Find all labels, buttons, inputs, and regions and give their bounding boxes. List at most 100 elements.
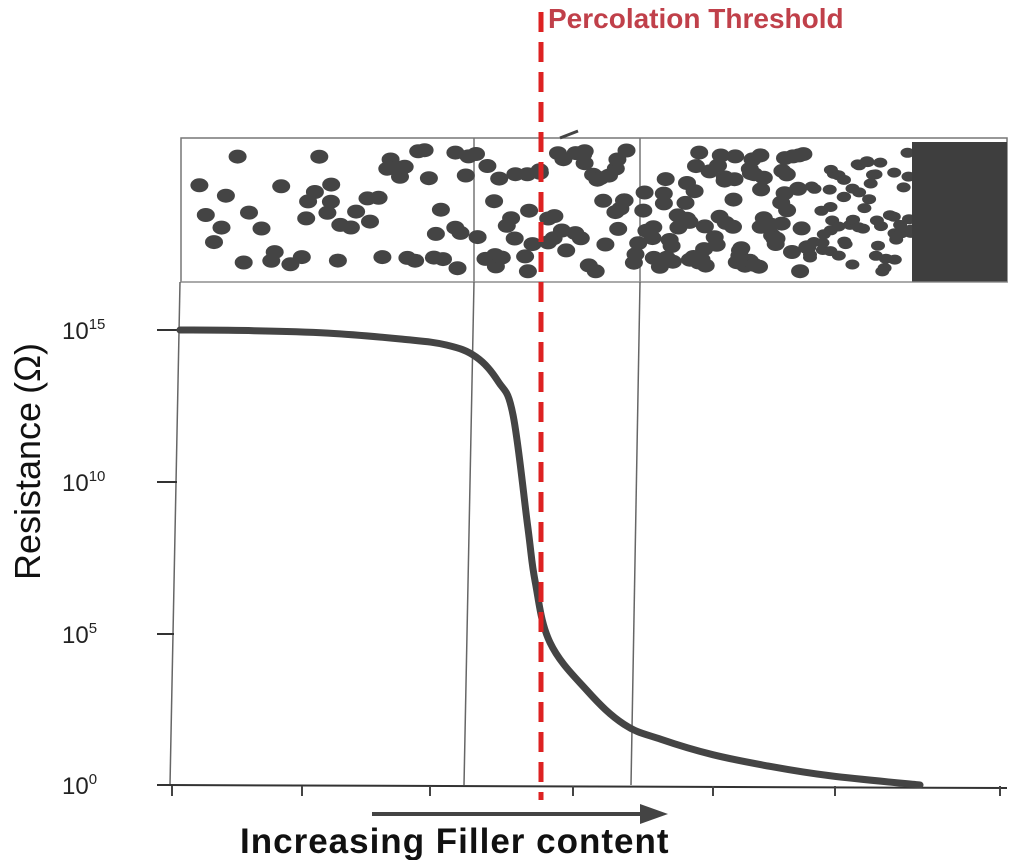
filler-particle [862, 194, 877, 205]
filler-particle [497, 218, 516, 233]
filler-particle [419, 171, 438, 186]
filler-particle [726, 149, 745, 164]
filler-particle [373, 250, 392, 265]
filler-particle [856, 223, 870, 234]
y-axis-title: Resistance (Ω) [7, 343, 48, 580]
filler-particle [321, 194, 340, 209]
y-tick-label-0: 100 [62, 771, 97, 800]
filler-particle [305, 185, 324, 199]
arrow-head-icon [640, 804, 668, 824]
filler-particle [361, 214, 379, 229]
filler-particle [882, 210, 897, 221]
filler-particle [310, 149, 329, 164]
y-tick-base: 10 [62, 773, 89, 800]
filler-particle [794, 147, 813, 162]
filler-particle [751, 148, 770, 163]
filler-particle [635, 185, 654, 200]
y-axis-title-text: Resistance [7, 402, 48, 580]
filler-particle [406, 253, 425, 268]
filler-particle [887, 167, 902, 178]
filler-particle [654, 186, 673, 201]
filler-particle [831, 221, 846, 232]
region-boundary-right [630, 281, 641, 786]
x-axis-title: Increasing Filler content [240, 822, 670, 860]
filler-particle [803, 252, 817, 263]
filler-particle [783, 245, 801, 259]
filler-particle [900, 147, 915, 158]
filler-particle [448, 261, 467, 276]
filler-particle [347, 204, 366, 219]
filler-particle [328, 253, 347, 268]
filler-particle [545, 209, 564, 224]
filler-particle [789, 181, 808, 196]
filler-particle [662, 239, 681, 253]
filler-particle [272, 179, 291, 194]
filler-particle [520, 203, 539, 218]
filler-particle [586, 264, 605, 279]
filler-particle [889, 231, 904, 242]
region-boundary-left [463, 281, 475, 786]
filler-particle [634, 203, 653, 218]
resistance-curve [176, 326, 924, 789]
filler-particle [190, 178, 209, 193]
filler-particle [516, 249, 535, 264]
filler-particle [767, 231, 786, 246]
filler-particle [873, 157, 888, 168]
filler-particle [234, 255, 253, 270]
filler-particle [871, 240, 885, 251]
filler-particle [626, 247, 645, 262]
filler-particle [778, 203, 797, 218]
y-tick-base: 10 [62, 622, 89, 649]
filler-particle [711, 148, 730, 163]
filler-particle [663, 254, 682, 269]
increasing-arrow [372, 804, 668, 824]
filler-particle [369, 190, 388, 205]
filler-particle [837, 191, 852, 202]
filler-particles [190, 143, 918, 279]
filler-particle [887, 254, 902, 265]
y-tick-base: 10 [62, 318, 89, 345]
filler-particle [777, 167, 796, 182]
filler-particle [518, 264, 537, 279]
filler-particle [644, 220, 663, 235]
filler-particle [846, 214, 861, 225]
filler-particle [696, 258, 715, 273]
dense-filler-block [912, 142, 1007, 282]
y-tick-label-15: 1015 [62, 316, 105, 345]
filler-particle [852, 187, 867, 198]
y-tick-exponent: 15 [89, 316, 106, 333]
filler-particle [823, 202, 838, 212]
filler-particle [297, 211, 316, 226]
filler-particle [724, 192, 743, 207]
filler-particle [815, 237, 830, 248]
filler-particle [792, 221, 811, 236]
filler-particle [775, 186, 794, 201]
filler-particle [575, 156, 594, 171]
filler-particle [695, 219, 714, 234]
filler-particle [505, 231, 524, 246]
filler-particle [322, 177, 341, 192]
filler-particle [490, 171, 509, 186]
filler-particle [467, 147, 485, 161]
y-tick-exponent: 0 [89, 771, 97, 788]
filler-particle [893, 219, 908, 230]
filler-particle [557, 243, 576, 258]
y-tick-exponent: 10 [89, 468, 106, 485]
filler-particle [707, 237, 726, 252]
filler-particle [857, 203, 872, 214]
filler-particle [318, 205, 337, 220]
y-axis-line [169, 281, 181, 786]
filler-particle [594, 193, 613, 208]
filler-particle [837, 174, 851, 185]
filler-particle [252, 221, 271, 236]
filler-particle [196, 208, 215, 222]
filler-particle [492, 250, 511, 265]
filler-particle [240, 205, 258, 220]
y-axis-title-unit: (Ω) [7, 343, 48, 394]
filler-particle [415, 143, 434, 158]
filler-particle [212, 220, 231, 235]
filler-particle [831, 250, 846, 261]
particle-distribution-panel [180, 129, 1008, 283]
filler-particle [654, 196, 673, 211]
